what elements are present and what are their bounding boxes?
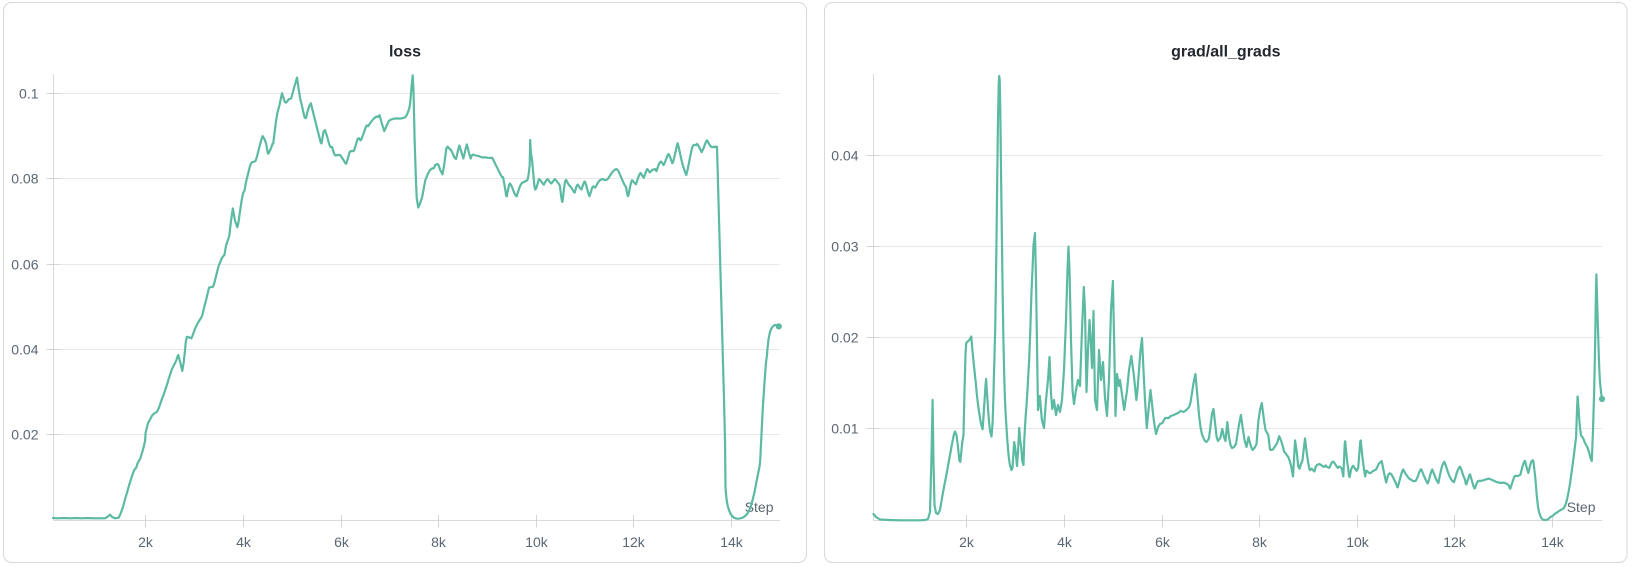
svg-text:10k: 10k: [525, 534, 549, 550]
svg-text:0.1: 0.1: [19, 86, 39, 102]
svg-text:grad/all_grads: grad/all_grads: [1171, 44, 1280, 61]
svg-text:0.03: 0.03: [831, 239, 858, 255]
svg-text:6k: 6k: [334, 534, 350, 550]
svg-text:8k: 8k: [1252, 534, 1268, 550]
svg-text:0.04: 0.04: [11, 342, 38, 358]
svg-text:14k: 14k: [720, 534, 744, 550]
svg-text:4k: 4k: [1057, 534, 1073, 550]
svg-text:12k: 12k: [1443, 534, 1467, 550]
svg-text:8k: 8k: [431, 534, 447, 550]
svg-text:0.04: 0.04: [831, 148, 858, 164]
svg-text:12k: 12k: [622, 534, 646, 550]
svg-text:2k: 2k: [959, 534, 975, 550]
svg-text:Step: Step: [1567, 499, 1596, 515]
svg-text:loss: loss: [389, 44, 421, 61]
svg-text:0.06: 0.06: [11, 257, 38, 273]
svg-text:4k: 4k: [236, 534, 252, 550]
svg-text:0.01: 0.01: [831, 421, 858, 437]
svg-text:0.08: 0.08: [11, 171, 38, 187]
svg-text:14k: 14k: [1541, 534, 1565, 550]
svg-text:10k: 10k: [1346, 534, 1370, 550]
svg-text:6k: 6k: [1155, 534, 1171, 550]
svg-text:0.02: 0.02: [831, 330, 858, 346]
svg-text:2k: 2k: [138, 534, 154, 550]
svg-text:0.02: 0.02: [11, 427, 38, 443]
